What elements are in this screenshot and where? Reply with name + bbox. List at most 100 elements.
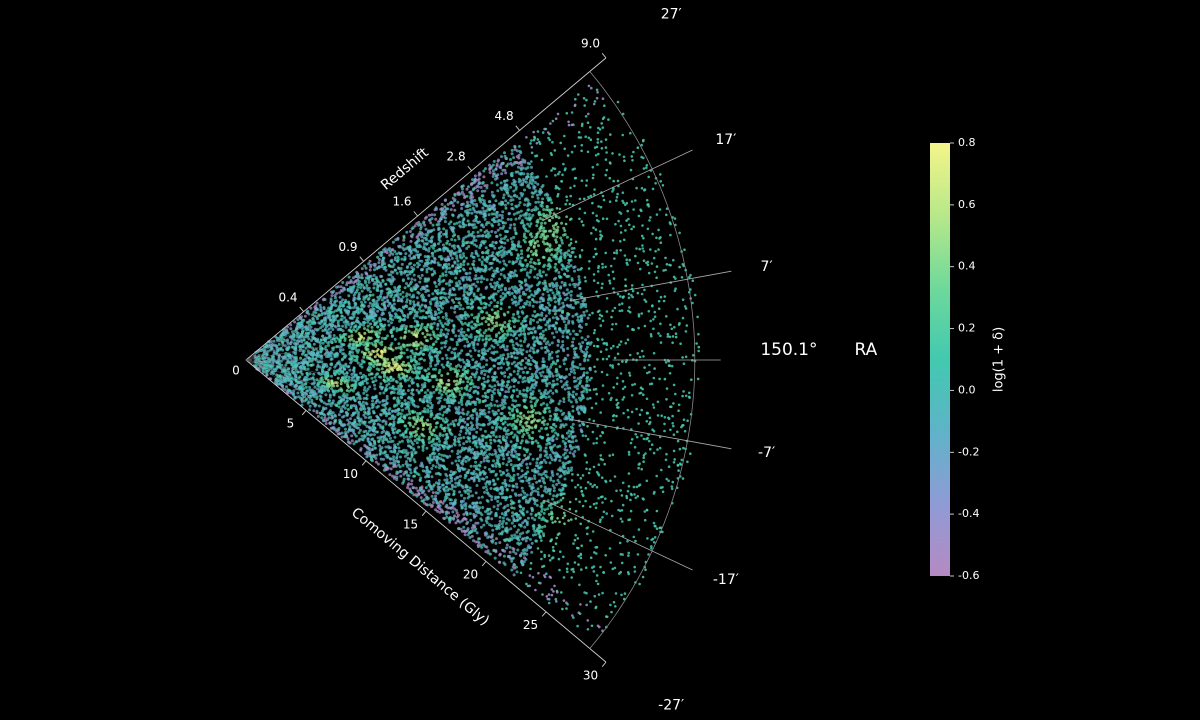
galaxy-point xyxy=(490,535,493,539)
galaxy-point xyxy=(457,301,461,305)
galaxy-point xyxy=(529,250,533,253)
galaxy-point xyxy=(615,199,618,202)
galaxy-point xyxy=(431,292,435,296)
galaxy-point xyxy=(613,306,617,310)
galaxy-point xyxy=(516,414,520,418)
galaxy-point xyxy=(436,327,439,331)
galaxy-point xyxy=(492,505,496,509)
galaxy-point xyxy=(538,269,542,273)
galaxy-point xyxy=(491,169,495,173)
galaxy-point xyxy=(611,323,614,326)
galaxy-point xyxy=(541,184,545,187)
galaxy-point xyxy=(351,351,354,354)
galaxy-point xyxy=(647,175,650,179)
galaxy-point xyxy=(562,320,566,324)
galaxy-point xyxy=(556,343,560,347)
galaxy-point xyxy=(540,427,543,430)
galaxy-point xyxy=(585,179,589,182)
galaxy-point xyxy=(466,380,470,384)
galaxy-point xyxy=(316,365,320,369)
galaxy-point xyxy=(665,263,669,266)
galaxy-point xyxy=(627,292,631,296)
galaxy-point xyxy=(641,224,644,227)
galaxy-point xyxy=(681,394,684,398)
galaxy-point xyxy=(594,228,598,231)
galaxy-point xyxy=(536,547,540,550)
galaxy-point xyxy=(448,266,451,270)
galaxy-point xyxy=(437,452,441,456)
galaxy-point xyxy=(502,193,506,197)
galaxy-point xyxy=(397,449,401,453)
galaxy-point xyxy=(418,397,422,401)
galaxy-point xyxy=(593,594,597,598)
galaxy-point xyxy=(527,481,531,485)
galaxy-point xyxy=(518,145,521,148)
galaxy-point xyxy=(640,292,644,296)
galaxy-point xyxy=(504,439,508,443)
galaxy-point xyxy=(564,437,568,441)
galaxy-point xyxy=(564,222,568,226)
galaxy-point xyxy=(535,499,539,502)
galaxy-point xyxy=(624,203,627,207)
galaxy-point xyxy=(513,405,517,409)
galaxy-point xyxy=(655,276,658,280)
galaxy-point xyxy=(445,515,449,519)
galaxy-point xyxy=(629,509,633,513)
galaxy-point xyxy=(599,236,602,240)
galaxy-point xyxy=(503,286,507,290)
galaxy-point xyxy=(516,528,520,532)
galaxy-point xyxy=(477,353,480,357)
galaxy-point xyxy=(474,202,478,206)
galaxy-point xyxy=(448,283,451,287)
galaxy-point xyxy=(339,310,343,314)
galaxy-point xyxy=(531,195,534,199)
galaxy-point xyxy=(445,235,449,239)
galaxy-point xyxy=(327,343,330,347)
galaxy-point xyxy=(508,287,511,291)
galaxy-point xyxy=(443,398,447,402)
galaxy-point xyxy=(490,351,494,355)
galaxy-point xyxy=(510,417,513,421)
galaxy-point xyxy=(296,391,300,395)
galaxy-point xyxy=(397,384,401,388)
galaxy-point xyxy=(492,479,496,483)
galaxy-point xyxy=(472,226,476,230)
galaxy-point xyxy=(524,258,528,262)
galaxy-point xyxy=(574,486,577,489)
galaxy-point xyxy=(304,385,308,389)
galaxy-point xyxy=(468,512,472,516)
galaxy-point xyxy=(678,447,682,451)
galaxy-point xyxy=(406,277,410,280)
galaxy-point xyxy=(610,499,613,503)
galaxy-points xyxy=(253,84,701,632)
galaxy-point xyxy=(551,391,555,395)
galaxy-point xyxy=(530,146,534,149)
galaxy-point xyxy=(557,402,561,406)
galaxy-point xyxy=(485,358,489,362)
galaxy-point xyxy=(350,373,354,376)
galaxy-point xyxy=(645,164,649,167)
galaxy-point xyxy=(585,379,589,383)
galaxy-point xyxy=(423,391,427,395)
galaxy-point xyxy=(673,458,676,461)
galaxy-point xyxy=(426,418,430,422)
galaxy-point xyxy=(663,416,667,419)
galaxy-point xyxy=(447,379,451,382)
galaxy-point xyxy=(684,330,688,333)
galaxy-point xyxy=(659,241,663,244)
galaxy-point xyxy=(594,247,597,251)
galaxy-point xyxy=(479,293,483,297)
galaxy-point xyxy=(396,315,400,319)
galaxy-point xyxy=(634,496,638,500)
galaxy-point xyxy=(557,244,561,247)
galaxy-point xyxy=(638,247,641,251)
galaxy-point xyxy=(664,268,667,272)
galaxy-point xyxy=(604,554,607,557)
galaxy-point xyxy=(471,178,474,182)
galaxy-point xyxy=(595,88,599,92)
galaxy-point xyxy=(561,439,565,443)
galaxy-point xyxy=(635,407,638,411)
galaxy-point xyxy=(467,478,471,482)
galaxy-point xyxy=(426,333,430,337)
galaxy-point xyxy=(654,524,657,528)
